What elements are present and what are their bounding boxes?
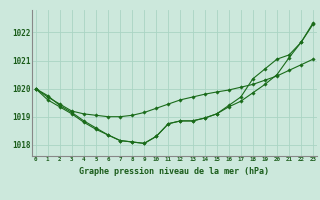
X-axis label: Graphe pression niveau de la mer (hPa): Graphe pression niveau de la mer (hPa) xyxy=(79,167,269,176)
